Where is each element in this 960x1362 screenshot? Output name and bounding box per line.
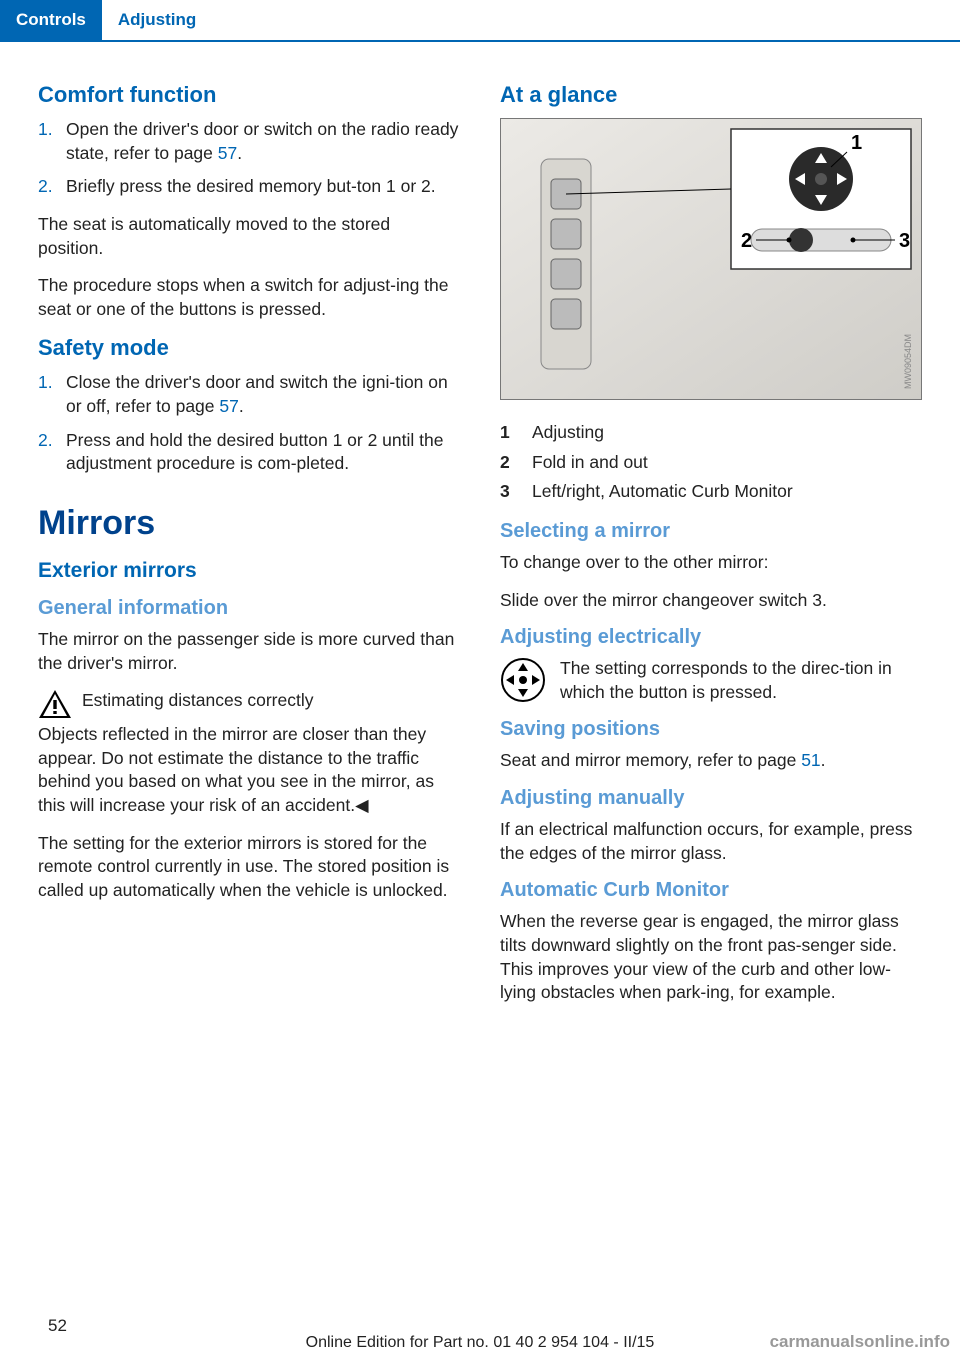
list-text: Press and hold the desired button 1 or 2… [66,429,460,476]
legend-num: 1 [500,421,532,445]
dpad-icon [500,657,546,703]
svg-text:3: 3 [899,230,910,252]
body-text: Seat and mirror memory, refer to page 51… [500,749,922,773]
list-num: 2. [38,175,66,199]
svg-text:MW09054DM: MW09054DM [903,334,913,389]
comfort-steps: 1. Open the driver's door or switch on t… [38,118,460,199]
list-num: 1. [38,371,66,418]
legend-text: Left/right, Automatic Curb Monitor [532,480,793,504]
body-text: If an electrical malfunction occurs, for… [500,818,922,865]
page-link[interactable]: 51 [801,750,820,770]
list-text: Briefly press the desired memory but‐ton… [66,175,436,199]
header-section: Controls [0,0,102,40]
curb-title: Automatic Curb Monitor [500,879,922,902]
body-text: The mirror on the passenger side is more… [38,628,460,675]
safety-title: Safety mode [38,335,460,361]
legend-text: Adjusting [532,421,604,445]
header-subsection: Adjusting [102,0,212,40]
saving-title: Saving positions [500,718,922,741]
legend-item: 2 Fold in and out [500,451,922,475]
body-text: The setting for the exterior mirrors is … [38,832,460,903]
selecting-title: Selecting a mirror [500,520,922,543]
page-content: Comfort function 1. Open the driver's do… [0,42,960,1019]
icon-paragraph: The setting corresponds to the direc‐tio… [500,657,922,704]
list-num: 1. [38,118,66,165]
body-text: To change over to the other mirror: [500,551,922,575]
list-item: 1. Close the driver's door and switch th… [38,371,460,418]
comfort-title: Comfort function [38,82,460,108]
legend-num: 3 [500,480,532,504]
glance-title: At a glance [500,82,922,108]
list-num: 2. [38,429,66,476]
legend-item: 3 Left/right, Automatic Curb Monitor [500,480,922,504]
warning-block: Estimating distances correctly Objects r… [38,689,460,818]
safety-steps: 1. Close the driver's door and switch th… [38,371,460,476]
adjusting-elec-title: Adjusting electrically [500,626,922,649]
manual-title: Adjusting manually [500,787,922,810]
body-text: When the reverse gear is engaged, the mi… [500,910,922,1005]
legend: 1 Adjusting 2 Fold in and out 3 Left/rig… [500,421,922,504]
svg-text:2: 2 [741,230,752,252]
warning-headline: Estimating distances correctly [82,689,460,713]
page-header: Controls Adjusting [0,0,960,40]
body-text: Slide over the mirror changeover switch … [500,589,922,613]
list-item: 2. Briefly press the desired memory but‐… [38,175,460,199]
legend-num: 2 [500,451,532,475]
body-text: The procedure stops when a switch for ad… [38,274,460,321]
watermark: carmanualsonline.info [770,1332,950,1352]
page-link[interactable]: 57 [219,396,238,416]
warning-body: Objects reflected in the mirror are clos… [38,723,460,818]
body-text: The seat is automatically moved to the s… [38,213,460,260]
right-column: At a glance [500,82,922,1019]
list-item: 1. Open the driver's door or switch on t… [38,118,460,165]
exterior-title: Exterior mirrors [38,559,460,583]
mirrors-title: Mirrors [38,504,460,543]
list-text: Close the driver's door and switch the i… [66,371,460,418]
left-column: Comfort function 1. Open the driver's do… [38,82,460,1019]
list-item: 2. Press and hold the desired button 1 o… [38,429,460,476]
list-text: Open the driver's door or switch on the … [66,118,460,165]
legend-text: Fold in and out [532,451,648,475]
general-title: General information [38,597,460,620]
warning-icon [38,689,72,719]
page-link[interactable]: 57 [218,143,237,163]
svg-text:1: 1 [851,132,862,154]
legend-item: 1 Adjusting [500,421,922,445]
mirror-control-figure: 1 2 3 MW09054DM [500,118,922,400]
body-text: The setting corresponds to the direc‐tio… [560,657,922,704]
page-number: 52 [48,1316,67,1336]
